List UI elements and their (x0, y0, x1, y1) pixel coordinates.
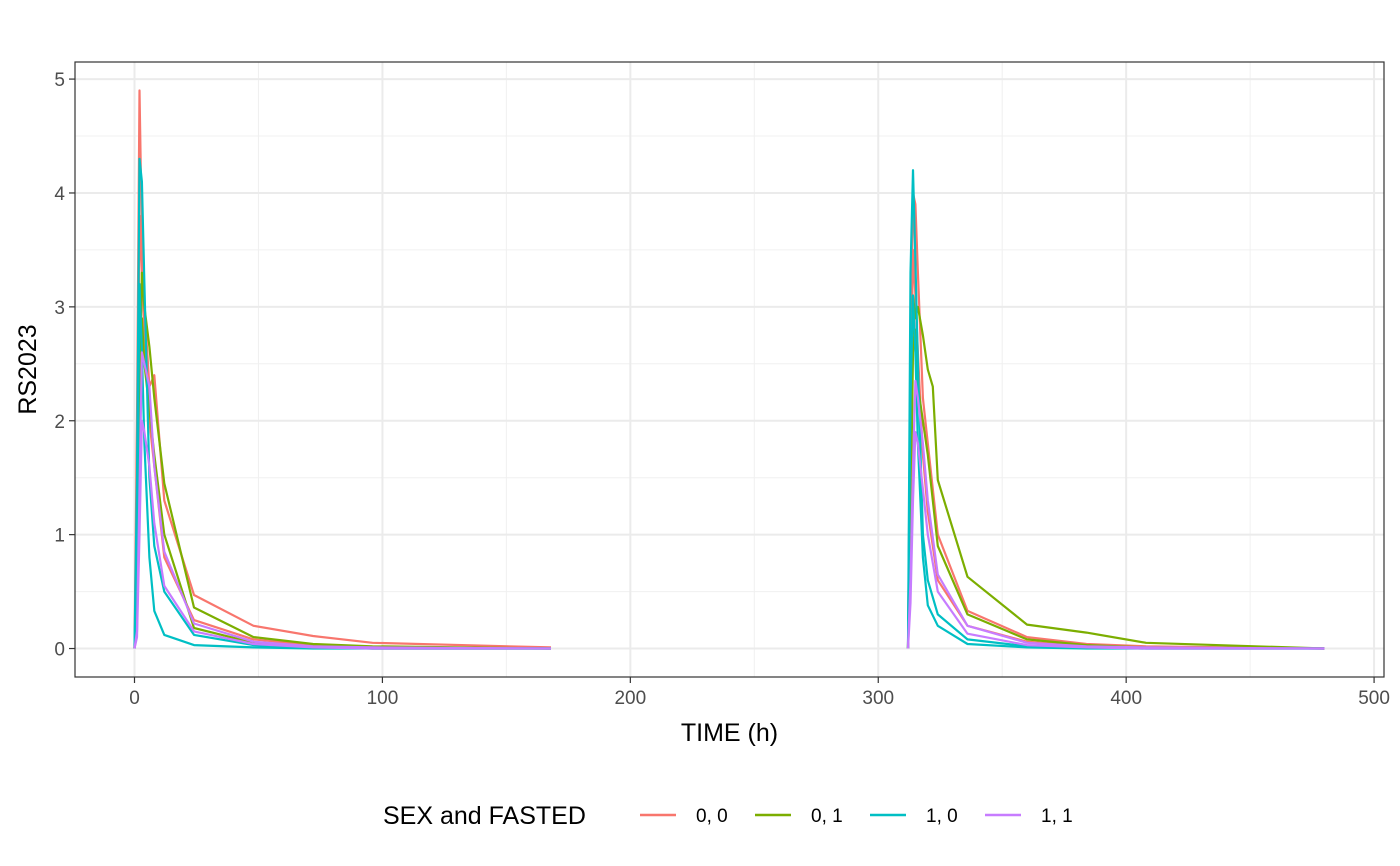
panel-background (75, 62, 1384, 677)
series-line (906, 294, 1325, 650)
legend-title: SEX and FASTED (383, 802, 586, 830)
x-tick-label: 0 (129, 688, 140, 709)
y-tick-label: 4 (54, 184, 65, 205)
y-tick-label: 1 (54, 526, 65, 547)
legend-label: 0, 1 (811, 806, 843, 827)
legend-label: 1, 1 (1041, 806, 1073, 827)
x-tick-label: 400 (1110, 688, 1142, 709)
x-tick-label: 100 (367, 688, 399, 709)
minor-gridlines (75, 62, 1384, 677)
y-tick-label: 2 (54, 412, 65, 433)
y-tick-label: 0 (54, 640, 65, 661)
legend-items: 0, 0 0, 1 1, 0 1, 1 (640, 806, 1073, 827)
y-tick-label: 3 (54, 298, 65, 319)
x-tick-label: 300 (862, 688, 894, 709)
x-tick-label: 500 (1358, 688, 1390, 709)
legend-label: 0, 0 (696, 806, 728, 827)
y-axis-title: RS2023 (14, 324, 42, 414)
x-axis-title: TIME (h) (681, 719, 778, 747)
x-axis: 0 100 200 300 400 500 (129, 677, 1390, 709)
y-tick-label: 5 (54, 70, 65, 91)
x-tick-label: 200 (614, 688, 646, 709)
y-axis: 0 1 2 3 4 5 (54, 70, 75, 661)
series-line (906, 431, 1325, 650)
plot-panel (74, 61, 1385, 678)
legend-label: 1, 0 (926, 806, 958, 827)
series-line (906, 328, 1325, 650)
series-lines (133, 89, 1325, 650)
series-line (133, 419, 551, 650)
series-line (133, 89, 552, 649)
legend: SEX and FASTED 0, 0 0, 1 1, 0 1, 1 (383, 802, 1073, 830)
panel-border (74, 61, 1385, 678)
